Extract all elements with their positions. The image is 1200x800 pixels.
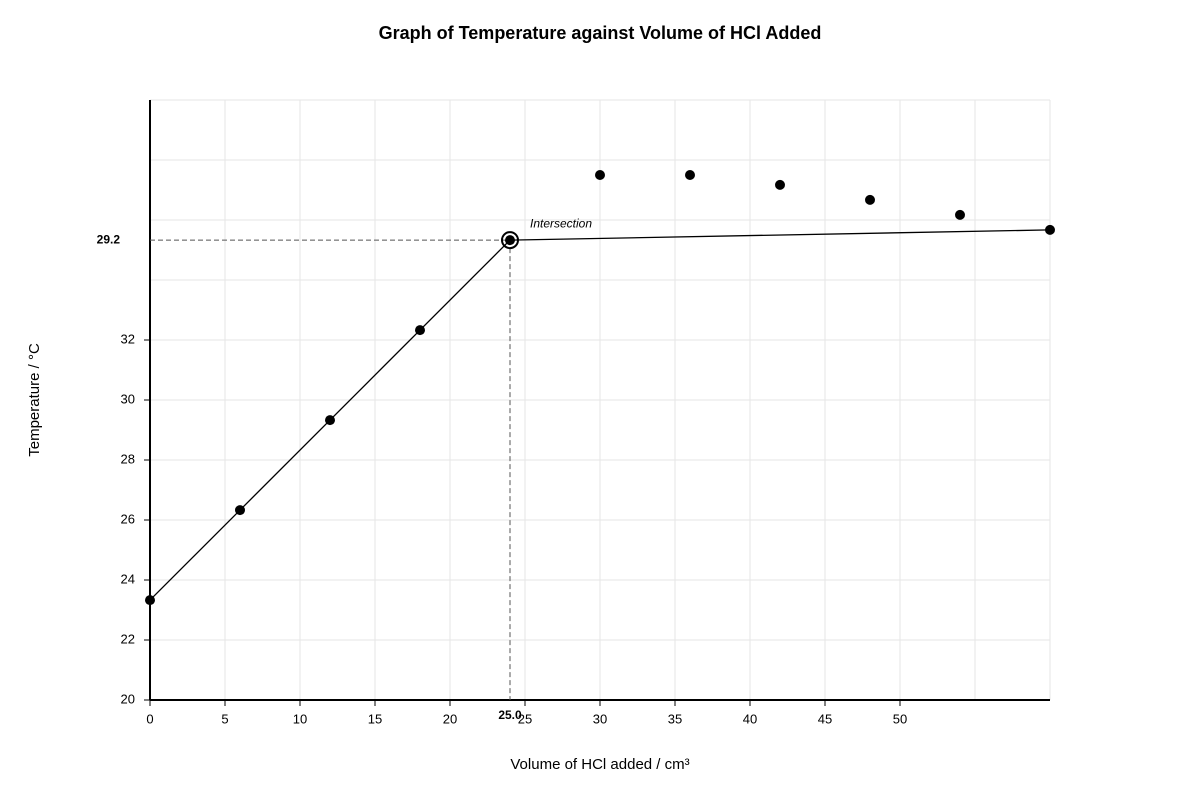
y-tick-label: 32 [121, 331, 135, 346]
x-tick-label: 15 [368, 711, 382, 726]
x-tick-label: 0 [146, 711, 153, 726]
x-tick-label: 50 [893, 711, 907, 726]
point [865, 194, 875, 205]
annotation: 29.2 [97, 232, 121, 246]
point [955, 209, 965, 220]
y-tick-label: 22 [121, 631, 135, 646]
y-axis-label: Temperature / °C [26, 343, 43, 457]
point [145, 595, 155, 606]
x-tick-label: 10 [293, 711, 307, 726]
y-tick-label: 30 [121, 391, 135, 406]
point [415, 325, 425, 336]
y-tick-label: 26 [121, 511, 135, 526]
point [775, 179, 785, 190]
x-tick-label: 20 [443, 711, 457, 726]
y-tick-label: 28 [121, 451, 135, 466]
annotation: 25.0 [498, 708, 522, 722]
y-tick-label: 24 [121, 571, 135, 586]
point [1045, 224, 1055, 235]
point [235, 505, 245, 516]
annotation: Intersection [530, 216, 592, 230]
point [325, 415, 335, 426]
x-tick-label: 5 [221, 711, 228, 726]
fit-line [509, 229, 1051, 241]
point [685, 170, 695, 180]
x-tick-label: 25 [518, 711, 532, 726]
y-tick-label: 20 [121, 691, 135, 706]
x-tick-label: 30 [593, 711, 607, 726]
x-axis-label: Volume of HCl added / cm³ [510, 756, 689, 773]
x-tick-label: 40 [743, 711, 757, 726]
chart-title: Graph of Temperature against Volume of H… [379, 23, 822, 43]
point [505, 235, 515, 246]
x-tick-label: 45 [818, 711, 832, 726]
x-tick-label: 35 [668, 711, 682, 726]
point [595, 170, 605, 180]
